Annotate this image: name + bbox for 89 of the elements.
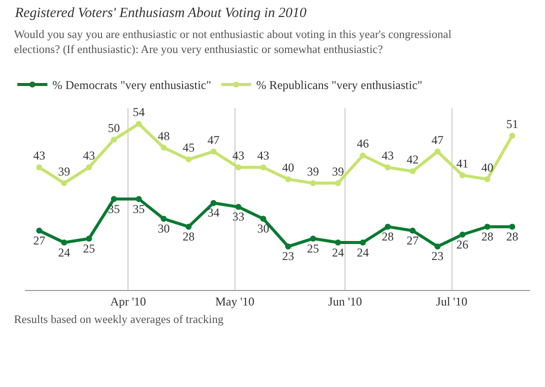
point — [210, 148, 216, 155]
data-label: 33 — [232, 210, 244, 224]
point — [360, 240, 366, 246]
data-label: 43 — [83, 148, 96, 163]
point — [509, 132, 516, 139]
point — [136, 120, 142, 127]
point — [384, 224, 391, 230]
data-label: 41 — [456, 156, 468, 171]
data-label: 23 — [432, 249, 444, 264]
data-label: 25 — [83, 241, 96, 256]
chart-subtitle: Would you say you are enthusiastic or not enthusiastic about voting in this year's congressional elections? (If enthusiastic): Are you very enthusiastic or somewhat enthusiastic? — [14, 29, 452, 56]
point — [61, 180, 68, 186]
point — [235, 204, 242, 210]
point — [285, 176, 292, 182]
point — [36, 164, 42, 170]
point — [509, 224, 516, 230]
point — [186, 156, 192, 162]
chart-title: Registered Voters' Enthusiasm About Voting in 2010 — [14, 6, 307, 21]
legend-label: % Republicans "very enthusiastic" — [256, 78, 422, 92]
point — [136, 196, 142, 202]
data-label: 46 — [356, 136, 369, 151]
data-label: 30 — [257, 222, 270, 236]
point — [459, 232, 466, 238]
point — [86, 164, 92, 170]
data-label: 24 — [58, 245, 70, 260]
data-label: 24 — [332, 245, 344, 260]
data-label: 54 — [132, 105, 145, 120]
point — [434, 243, 441, 250]
x-tick-label: Jun '10 — [328, 294, 362, 308]
point — [260, 216, 266, 222]
data-label: 35 — [132, 202, 145, 216]
point — [459, 172, 466, 178]
point — [484, 224, 490, 230]
data-label: 42 — [406, 152, 419, 167]
point — [434, 148, 441, 155]
x-tick-label: May '10 — [215, 294, 254, 308]
data-label: 26 — [456, 237, 468, 252]
data-label: 27 — [33, 233, 46, 248]
point — [310, 180, 316, 186]
point — [235, 164, 242, 170]
point — [86, 236, 92, 242]
data-label: 43 — [33, 148, 46, 163]
data-label: 40 — [481, 160, 494, 174]
point — [36, 228, 42, 234]
point — [210, 200, 216, 206]
x-tick-label: Jul '10 — [436, 294, 468, 308]
data-label: 50 — [108, 120, 120, 135]
data-label: 30 — [158, 222, 170, 236]
data-label: 39 — [332, 164, 344, 178]
data-label: 47 — [207, 132, 220, 147]
data-label: 28 — [506, 229, 518, 244]
point — [384, 164, 391, 170]
data-label: 43 — [257, 148, 270, 163]
data-label: 40 — [282, 160, 294, 174]
point — [186, 224, 192, 230]
point — [285, 243, 292, 250]
data-label: 28 — [382, 229, 394, 244]
point — [410, 228, 416, 234]
data-label: 47 — [432, 132, 444, 147]
point — [484, 176, 490, 182]
data-label: 23 — [282, 249, 294, 264]
point — [160, 144, 167, 151]
point — [360, 152, 366, 158]
point — [310, 236, 316, 242]
point — [260, 164, 266, 170]
data-label: 39 — [307, 164, 320, 178]
data-label: 51 — [506, 116, 518, 131]
data-label: 43 — [382, 148, 394, 163]
point — [334, 240, 341, 246]
point — [410, 168, 416, 174]
point — [334, 180, 341, 186]
point — [110, 196, 117, 202]
data-label: 48 — [158, 128, 170, 143]
point — [61, 240, 68, 246]
point — [160, 216, 167, 222]
data-label: 28 — [481, 229, 494, 244]
data-label: 39 — [58, 164, 70, 178]
data-label: 45 — [182, 140, 195, 155]
data-label: 35 — [108, 202, 120, 216]
point — [110, 136, 117, 143]
data-label: 43 — [232, 148, 244, 163]
legend-label: % Democrats "very enthusiastic" — [52, 78, 212, 92]
data-label: 27 — [406, 233, 419, 248]
text: Results based on weekly averages of tracking — [14, 314, 224, 326]
x-tick-label: Apr '10 — [110, 294, 146, 308]
data-label: 25 — [307, 241, 320, 256]
data-label: 28 — [182, 229, 195, 244]
data-label: 24 — [356, 245, 369, 260]
data-label: 34 — [207, 206, 220, 220]
